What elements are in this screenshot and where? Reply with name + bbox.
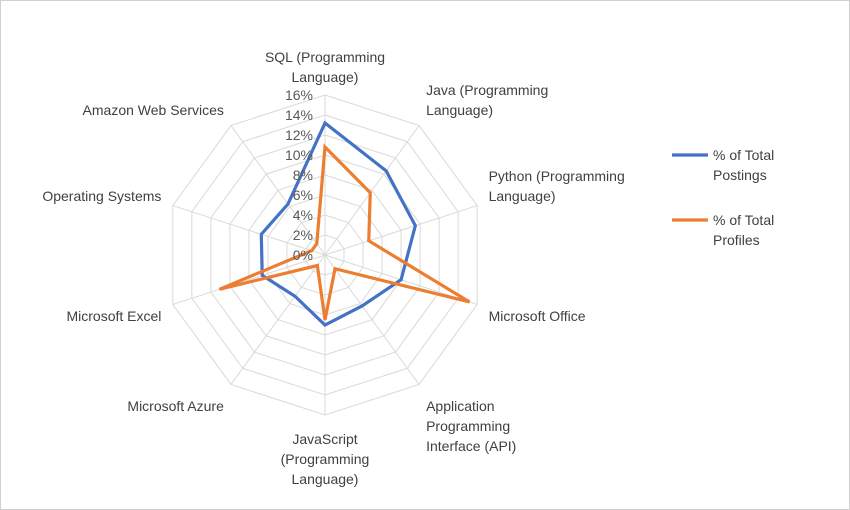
category-label: Application Programming Interface (API) (426, 398, 516, 454)
category-label: Microsoft Office (489, 308, 586, 324)
legend-label: % of Total Profiles (713, 212, 774, 248)
radial-tick-label: 14% (285, 107, 313, 123)
radial-tick-label: 10% (285, 147, 313, 163)
category-label: Amazon Web Services (83, 102, 224, 118)
legend: % of Total Postings % of Total Profiles (672, 147, 774, 248)
radial-tick-label: 8% (293, 167, 313, 183)
category-label: JavaScript (Programming Language) (281, 431, 370, 487)
spoke-line (324, 125, 420, 256)
series-total-postings (259, 120, 418, 327)
radial-tick-label: 2% (293, 227, 313, 243)
spoke-line (172, 254, 326, 305)
radial-tick-label: 12% (285, 127, 313, 143)
series-layer (218, 120, 471, 327)
category-labels: SQL (Programming Language) Java (Programmi… (42, 49, 624, 487)
radar-spokes (172, 95, 478, 415)
radial-tick-label: 4% (293, 207, 313, 223)
radial-tick-labels: 0% 2% 4% 6% 8% 10% 12% 14% 16% (285, 87, 313, 263)
radial-tick-label: 16% (285, 87, 313, 103)
spoke-line (172, 205, 326, 256)
spoke-line (324, 205, 478, 256)
spoke-line (230, 125, 326, 256)
radial-tick-label: 0% (293, 247, 313, 263)
spoke-line (324, 254, 420, 385)
category-label: Microsoft Excel (66, 308, 161, 324)
category-label: Operating Systems (42, 188, 161, 204)
category-label: Java (Programming Language) (426, 82, 548, 118)
spoke-line (230, 254, 326, 385)
legend-label: % of Total Postings (713, 147, 774, 183)
radial-tick-label: 6% (293, 187, 313, 203)
category-label: Python (Programming Language) (489, 168, 625, 204)
category-label: Microsoft Azure (127, 398, 224, 414)
category-label: SQL (Programming Language) (265, 49, 385, 85)
series-total-profiles (218, 143, 471, 321)
